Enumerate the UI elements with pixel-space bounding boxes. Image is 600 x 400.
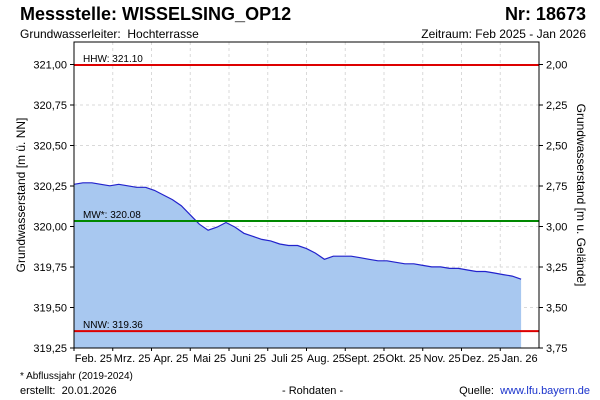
reference-lines: HHW: 321.10 MW*: 320.08 NNW: 319.36 — [74, 54, 539, 333]
y-tick-label-right: 3,75 — [546, 343, 567, 355]
y-tick-label-left: 319,75 — [33, 262, 67, 274]
y-tick-label-right: 3,50 — [546, 303, 567, 315]
x-tick-label: Feb. 25 — [75, 353, 112, 365]
y-tick-label-right: 2,50 — [546, 141, 567, 153]
y-axis-label-left: Grundwasserstand [m ü. NN] — [14, 118, 28, 273]
water-level-line — [73, 182, 522, 280]
y-tick-label-left: 319,50 — [33, 303, 67, 315]
created-info: erstellt: 20.01.2026 — [20, 385, 117, 397]
source-link[interactable]: www.lfu.bayern.de — [500, 385, 590, 397]
axis-ticks: 321,00 2,00 320,75 2,25 320,50 2,50 320,25 2,75… — [33, 60, 567, 366]
source-label: Quelle: — [459, 385, 494, 397]
y-tick-label-left: 320,75 — [33, 100, 67, 112]
x-tick-label: Okt. 25 — [386, 353, 421, 365]
x-tick-label: Mrz. 25 — [114, 353, 151, 365]
y-tick-label-right: 2,75 — [546, 181, 567, 193]
created-date: 20.01.2026 — [61, 385, 117, 397]
footnote: * Abflussjahr (2019-2024) — [20, 371, 133, 382]
x-tick-label: Nov. 25 — [424, 353, 461, 365]
y-tick-label-right: 3,25 — [546, 262, 567, 274]
mw-label: MW*: 320.08 — [83, 210, 141, 221]
x-tick-label: Juli 25 — [271, 353, 303, 365]
aquifer-label: Grundwasserleiter: — [20, 27, 121, 41]
x-tick-label: Mai 25 — [193, 353, 226, 365]
water-level-area — [74, 182, 522, 348]
y-tick-label-left: 319,25 — [33, 343, 67, 355]
y-tick-label-left: 320,00 — [33, 222, 67, 234]
aquifer-info: Grundwasserleiter: Hochterrasse — [20, 27, 199, 41]
x-tick-label: Sept. 25 — [344, 353, 385, 365]
period-info: Zeitraum: Feb 2025 - Jan 2026 — [421, 27, 586, 41]
y-tick-label-left: 320,50 — [33, 141, 67, 153]
nnw-label: NNW: 319.36 — [83, 320, 143, 331]
x-tick-label: Dez. 25 — [462, 353, 500, 365]
x-tick-label: Aug. 25 — [307, 353, 345, 365]
x-tick-label: Apr. 25 — [153, 353, 188, 365]
y-tick-label-right: 2,25 — [546, 100, 567, 112]
y-tick-label-right: 3,00 — [546, 222, 567, 234]
y-axis-label-right: Grundwasserstand [m u. Gelände] — [574, 104, 588, 287]
x-tick-label: Jan. 26 — [502, 353, 538, 365]
source-info: Quelle: www.lfu.bayern.de — [459, 385, 590, 397]
hhw-label: HHW: 321.10 — [83, 54, 143, 65]
y-tick-label-left: 321,00 — [33, 60, 67, 72]
x-tick-label: Juni 25 — [231, 353, 266, 365]
chart-title: Messstelle: WISSELSING_OP12 — [20, 4, 292, 24]
station-number: Nr: 18673 — [504, 4, 586, 24]
created-label: erstellt: — [20, 385, 56, 397]
y-tick-label-left: 320,25 — [33, 181, 67, 193]
raw-data-note: - Rohdaten - — [282, 385, 344, 397]
y-tick-label-right: 2,00 — [546, 60, 567, 72]
aquifer-value: Hochterrasse — [127, 27, 199, 41]
